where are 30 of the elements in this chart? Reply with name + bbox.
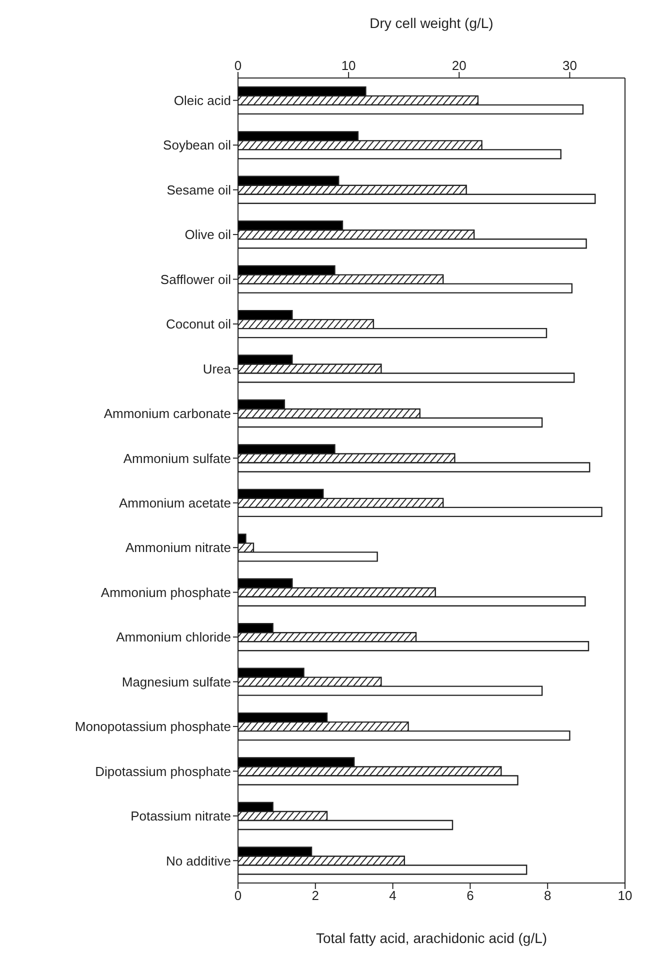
x-tick-label: 8 [544,888,552,904]
y-tick-label: Safflower oil [160,272,232,287]
x2-axis-title: Dry cell weight (g/L) [370,14,494,31]
x-axis-title: Total fatty acid, arachidonic acid (g/L) [316,930,548,946]
y-tick-label: Olive oil [184,227,232,242]
y-tick-label: Oleic acid [174,92,231,108]
x-tick-label: 10 [618,888,632,904]
x-tick-label: 6 [466,888,474,904]
y-tick-label: Ammonium phosphate [100,584,231,600]
y-tick-label: Soybean oil [163,138,232,153]
x2-tick-label: 0 [234,58,242,73]
y-tick-label: Ammonium sulfate [123,450,231,466]
y-tick-label: Ammonium chloride [116,630,231,645]
x-tick-label: 2 [312,888,320,904]
x-tick-label: 0 [234,888,242,904]
y-tick-label: Ammonium nitrate [126,540,231,556]
x-tick-label: 4 [389,888,396,904]
x2-tick-label: 30 [562,58,577,73]
y-tick-label: Ammonium carbonate [104,406,231,422]
y-tick-label: Sesame oil [166,182,232,198]
y-tick-label: Monopotassium phosphate [74,719,231,734]
y-tick-label: Urea [202,361,232,376]
y-tick-label: No additive [166,853,231,868]
y-tick-label: Potassium nitrate [130,808,231,824]
y-tick-label: Dipotassium phosphate [95,764,231,779]
y-tick-label: Magnesium sulfate [122,674,231,690]
y-tick-label: Ammonium acetate [119,495,231,510]
x2-tick-label: 10 [341,58,356,73]
x2-tick-label: 20 [452,58,466,73]
y-tick-label: Coconut oil [166,316,232,332]
